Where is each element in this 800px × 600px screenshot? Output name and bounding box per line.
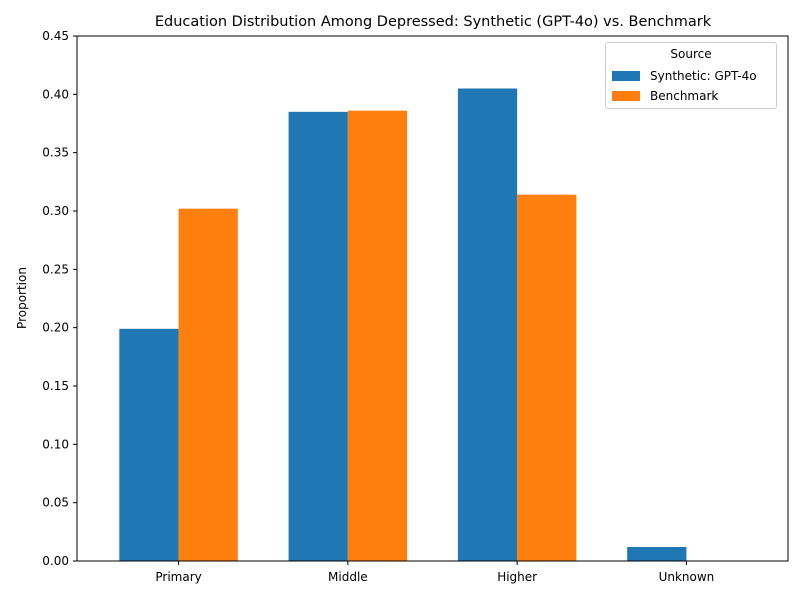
y-tick-label: 0.10	[42, 437, 69, 451]
bar-synthetic-higher	[457, 88, 518, 561]
y-tick-label: 0.05	[42, 496, 69, 510]
y-tick-label: 0.00	[42, 554, 69, 568]
bar-benchmark-higher	[517, 194, 577, 561]
y-tick-label: 0.15	[42, 379, 69, 393]
legend-label-synthetic: Synthetic: GPT-4o	[650, 69, 757, 83]
x-tick-label: Unknown	[659, 570, 715, 584]
y-tick-label: 0.20	[42, 321, 69, 335]
bar-benchmark-primary	[178, 208, 238, 561]
bar-synthetic-middle	[288, 111, 348, 561]
x-tick-label: Middle	[328, 570, 368, 584]
bars-group	[119, 88, 687, 562]
legend-swatch-benchmark	[612, 91, 640, 101]
legend-entry-synthetic: Synthetic: GPT-4o	[612, 69, 757, 83]
y-tick-label: 0.40	[42, 87, 69, 101]
plot-frame	[76, 35, 789, 562]
x-axis-ticks: Primary Middle Higher Unknown	[155, 561, 714, 584]
legend-title: Source	[670, 47, 712, 61]
y-tick-label: 0.35	[42, 146, 69, 160]
legend-entry-benchmark: Benchmark	[612, 89, 718, 103]
y-tick-label: 0.45	[42, 29, 69, 43]
x-tick-label: Higher	[497, 570, 537, 584]
y-axis-ticks: 0.00 0.05 0.10 0.15 0.20 0.25 0.30 0.35 0.40 0.45	[42, 29, 77, 568]
y-axis-label: Proportion	[15, 267, 29, 329]
legend-swatch-synthetic	[612, 71, 640, 81]
x-tick-label: Primary	[155, 570, 201, 584]
y-tick-label: 0.30	[42, 204, 69, 218]
legend-label-benchmark: Benchmark	[650, 89, 719, 103]
legend: Source Synthetic: GPT-4o Benchmark	[605, 42, 777, 109]
bar-synthetic-primary	[119, 328, 179, 561]
bar-benchmark-middle	[347, 110, 408, 562]
y-tick-label: 0.25	[42, 262, 69, 276]
chart-title: Education Distribution Among Depressed: …	[155, 14, 712, 30]
bar-synthetic-unknown	[627, 547, 687, 561]
